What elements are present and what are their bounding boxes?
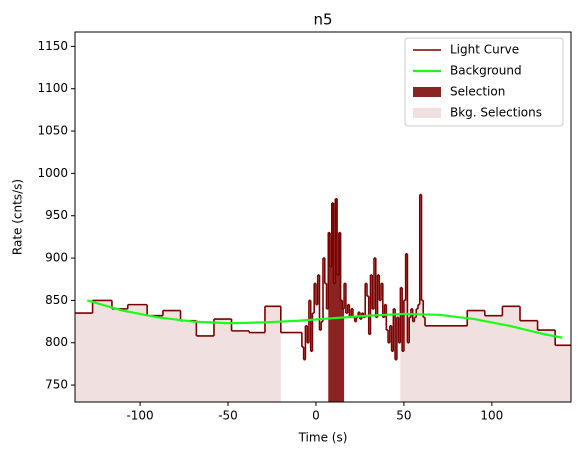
chart-title: n5 [313, 11, 332, 29]
y-tick-label: 1050 [37, 124, 68, 138]
legend-box [404, 37, 564, 127]
legend-label: Light Curve [450, 43, 519, 57]
x-tick-label: 100 [480, 409, 503, 423]
lines [75, 193, 571, 361]
legend-label: Selection [450, 85, 505, 99]
y-tick-label: 900 [45, 251, 68, 265]
y-tick-label: 950 [45, 208, 68, 222]
x-tick-label: 0 [312, 409, 320, 423]
legend-swatch [413, 87, 441, 97]
y-tick-label: 850 [45, 293, 68, 307]
y-tick-label: 1150 [37, 39, 68, 53]
x-tick-label: 50 [396, 409, 411, 423]
y-tick-label: 1100 [37, 81, 68, 95]
x-tick-label: -100 [126, 409, 153, 423]
x-axis-label: Time (s) [298, 431, 348, 445]
y-tick-label: 750 [45, 378, 68, 392]
legend-label: Bkg. Selections [450, 106, 542, 120]
y-tick-label: 800 [45, 335, 68, 349]
axes-frame [74, 31, 572, 403]
selection-fill [400, 194, 571, 402]
selection-fill [75, 300, 281, 402]
legend-swatch [413, 108, 441, 118]
background-line [87, 299, 563, 339]
y-axis-label: Rate (cnts/s) [11, 179, 25, 255]
legend: Light Curve Background Selection Bkg. Selec… [404, 37, 564, 127]
y-tick-label: 1000 [37, 166, 68, 180]
legend-label: Background [450, 64, 522, 78]
x-tick-label: -50 [218, 409, 238, 423]
